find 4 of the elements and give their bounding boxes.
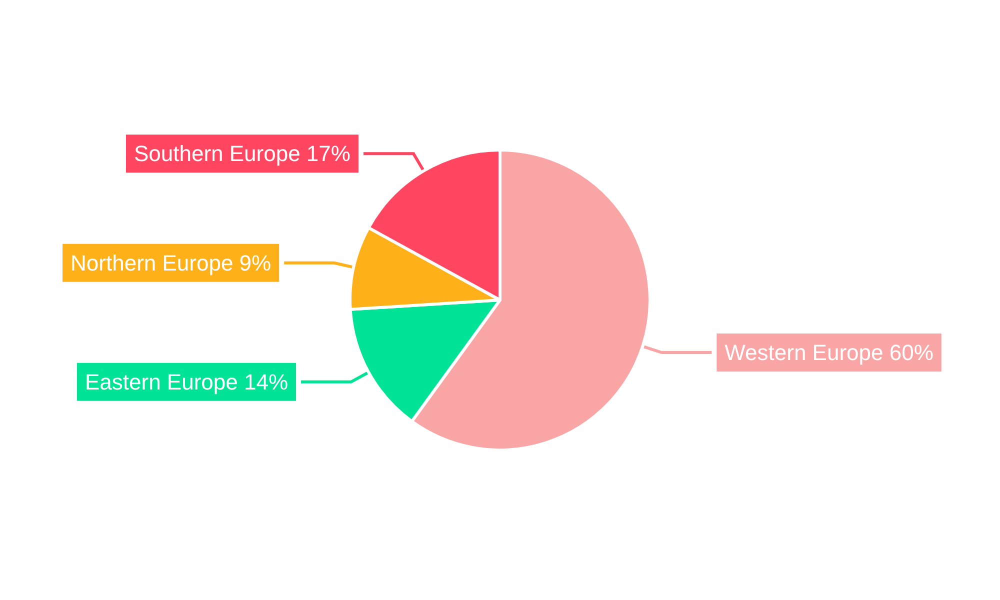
- slice-label: Southern Europe 17%: [134, 141, 350, 166]
- slice-label: Western Europe 60%: [724, 340, 934, 366]
- slice-label: Eastern Europe 14%: [84, 369, 288, 394]
- slice-label: Northern Europe 9%: [70, 250, 272, 276]
